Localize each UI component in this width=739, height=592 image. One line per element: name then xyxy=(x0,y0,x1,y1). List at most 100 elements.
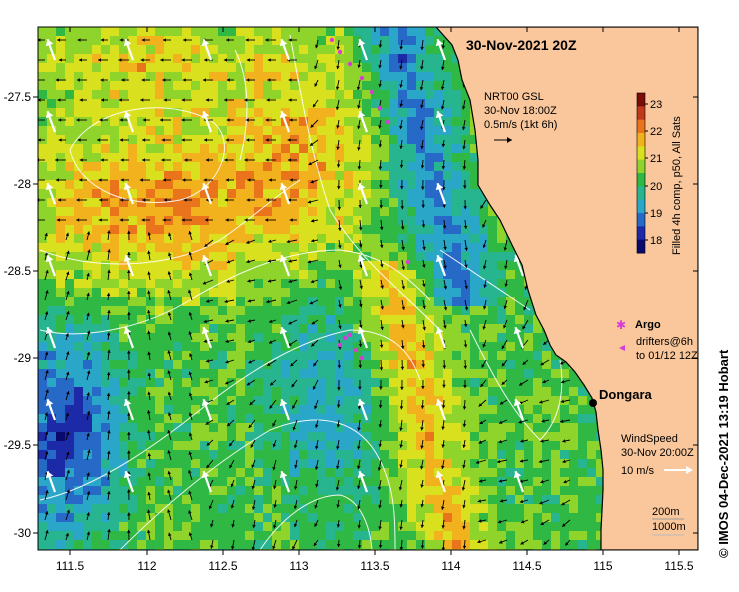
sst-pixel xyxy=(389,369,398,378)
sst-pixel xyxy=(254,144,263,153)
current-arrowhead xyxy=(522,361,526,365)
sst-pixel xyxy=(137,54,146,63)
sst-pixel xyxy=(488,288,497,297)
sst-pixel xyxy=(488,297,497,306)
sst-pixel xyxy=(425,189,434,198)
sst-pixel xyxy=(155,513,164,522)
sst-pixel xyxy=(326,486,335,495)
sst-pixel xyxy=(182,207,191,216)
sst-pixel xyxy=(353,270,362,279)
sst-pixel xyxy=(227,495,236,504)
sst-pixel xyxy=(146,36,155,45)
sst-pixel xyxy=(65,441,74,450)
sst-pixel xyxy=(398,27,407,36)
sst-pixel xyxy=(326,369,335,378)
sst-pixel xyxy=(245,117,254,126)
sst-pixel xyxy=(362,468,371,477)
sst-pixel xyxy=(416,126,425,135)
sst-pixel xyxy=(65,135,74,144)
current-arrowhead xyxy=(307,200,312,204)
current-arrowhead xyxy=(499,420,503,424)
sst-pixel xyxy=(479,396,488,405)
sst-pixel xyxy=(443,315,452,324)
sst-pixel xyxy=(74,288,83,297)
sst-pixel xyxy=(398,450,407,459)
sst-pixel xyxy=(362,396,371,405)
sst-pixel xyxy=(506,342,515,351)
sst-pixel xyxy=(272,216,281,225)
sst-pixel xyxy=(236,36,245,45)
sst-pixel xyxy=(218,396,227,405)
sst-pixel xyxy=(551,378,560,387)
sst-pixel xyxy=(362,360,371,369)
sst-pixel xyxy=(389,288,398,297)
sst-pixel xyxy=(38,315,47,324)
sst-pixel xyxy=(533,450,542,459)
sst-pixel xyxy=(497,252,506,261)
current-arrowhead xyxy=(443,265,447,269)
sst-pixel xyxy=(533,333,542,342)
sst-pixel xyxy=(254,135,263,144)
sst-pixel xyxy=(155,441,164,450)
sst-pixel xyxy=(218,486,227,495)
current-arrowhead xyxy=(45,370,49,374)
sst-pixel xyxy=(155,459,164,468)
sst-pixel xyxy=(326,198,335,207)
sst-pixel xyxy=(47,279,56,288)
sst-pixel xyxy=(245,324,254,333)
sst-pixel xyxy=(191,171,200,180)
current-arrowhead xyxy=(399,66,403,70)
sst-pixel xyxy=(344,378,353,387)
sst-pixel xyxy=(362,531,371,540)
sst-pixel xyxy=(299,396,308,405)
sst-pixel xyxy=(371,333,380,342)
current-arrowhead xyxy=(147,492,151,496)
sst-pixel xyxy=(101,486,110,495)
sst-pixel xyxy=(335,162,344,171)
current-arrowhead xyxy=(378,424,383,428)
sst-pixel xyxy=(74,117,83,126)
sst-pixel xyxy=(272,45,281,54)
sst-pixel xyxy=(164,279,173,288)
sst-pixel xyxy=(128,90,137,99)
current-arrowhead xyxy=(167,489,171,494)
sst-pixel xyxy=(38,207,47,216)
sst-pixel xyxy=(461,288,470,297)
sst-pixel xyxy=(506,423,515,432)
sst-pixel xyxy=(119,90,128,99)
sst-pixel xyxy=(326,432,335,441)
sst-pixel xyxy=(65,540,74,549)
sst-pixel xyxy=(209,540,218,549)
sst-pixel xyxy=(425,441,434,450)
sst-pixel xyxy=(236,45,245,54)
current-arrowhead xyxy=(561,380,565,384)
sst-pixel xyxy=(272,198,281,207)
sst-pixel xyxy=(245,432,254,441)
current-arrowhead xyxy=(86,433,90,437)
current-arrowhead xyxy=(119,38,123,42)
sst-pixel xyxy=(65,234,74,243)
sst-pixel xyxy=(488,495,497,504)
current-arrowhead xyxy=(288,342,292,346)
sst-pixel xyxy=(164,261,173,270)
sst-pixel xyxy=(191,261,200,270)
sst-pixel xyxy=(587,495,596,504)
sst-pixel xyxy=(317,459,326,468)
sst-pixel xyxy=(137,369,146,378)
sst-pixel xyxy=(110,405,119,414)
sst-pixel xyxy=(137,468,146,477)
sst-pixel xyxy=(47,396,56,405)
sst-pixel xyxy=(416,405,425,414)
sst-pixel xyxy=(182,324,191,333)
sst-pixel xyxy=(155,216,164,225)
current-arrowhead xyxy=(421,224,426,228)
sst-pixel xyxy=(416,45,425,54)
sst-pixel xyxy=(281,288,290,297)
sst-pixel xyxy=(299,63,308,72)
sst-pixel xyxy=(596,495,605,504)
sst-pixel xyxy=(515,513,524,522)
sst-pixel xyxy=(155,27,164,36)
current-arrowhead xyxy=(127,450,131,454)
sst-pixel xyxy=(74,225,83,234)
sst-pixel xyxy=(299,477,308,486)
